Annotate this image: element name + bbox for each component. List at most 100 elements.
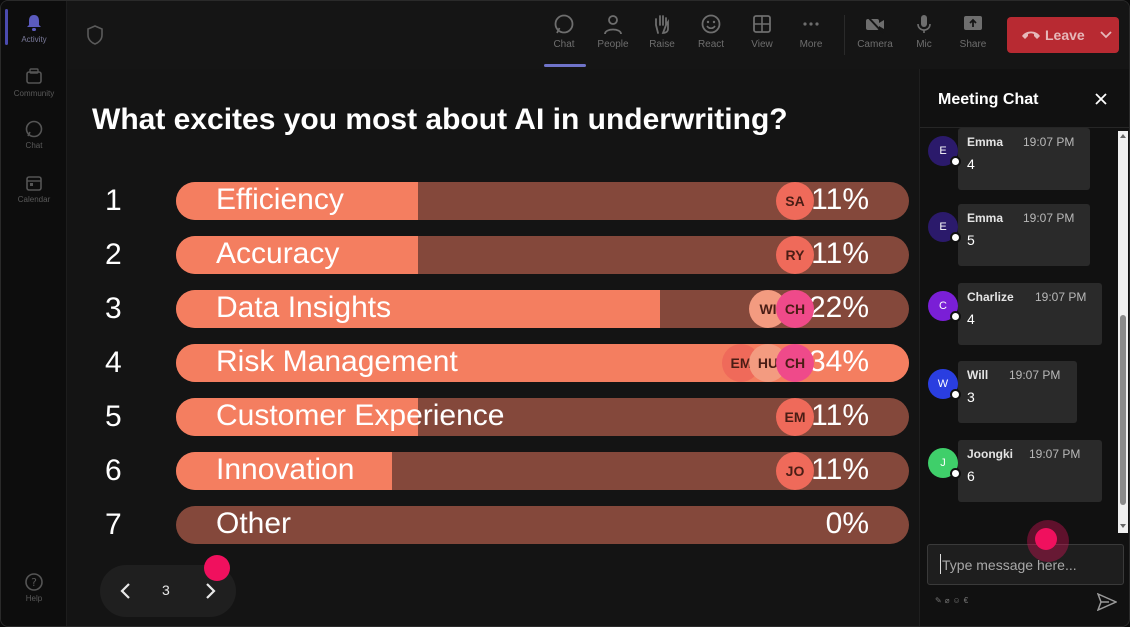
react-button[interactable]: React [689,11,733,61]
format-icon[interactable]: ✎ [935,596,945,605]
rail-active-indicator [5,9,8,45]
hang-up-icon [1022,31,1040,39]
format-toolbar: ✎⌀☺€ [935,596,971,605]
voter-avatar[interactable]: EM [776,398,814,436]
chat-message: Emma 19:07 PM 4 E [928,128,1118,194]
raise-hand-label: Raise [649,39,675,50]
chat-avatar[interactable]: E [928,212,958,242]
emoji-icon[interactable]: ☺ [952,596,964,605]
scroll-down-arrow-icon[interactable] [1120,523,1126,529]
poll-option-percent: 11% [811,399,869,432]
chat-sender-name: Emma [967,211,1004,225]
poll-option-number: 6 [105,454,122,487]
leave-button-label: Leave [1045,27,1085,43]
camera-button-label: Camera [857,39,893,50]
voter-avatar[interactable]: JO [776,452,814,490]
voter-avatar[interactable]: SA [776,182,814,220]
chevron-down-icon[interactable] [1099,29,1113,41]
poll-option-percent: 11% [811,237,869,270]
chat-timestamp: 19:07 PM [1023,135,1075,149]
left-rail: Activity Community Chat Calendar ? Help [1,1,67,626]
attach-icon[interactable]: ⌀ [944,596,953,605]
chat-message-text: 6 [967,468,975,484]
chevron-left-icon[interactable] [118,581,134,601]
voter-avatar[interactable]: CH [776,344,814,382]
poll-option-bar: Customer Experience EM 11% [176,398,909,436]
poll-option-percent: 11% [811,453,869,486]
chat-icon [554,14,574,34]
shield-icon [87,25,103,45]
rail-item-activity[interactable]: Activity [1,13,67,44]
chat-message: Charlize 19:07 PM 4 C [928,283,1118,349]
poll-option-row: 2 Accuracy RY 11% [67,236,919,274]
view-button-label: View [751,39,773,50]
chat-sender-name: Joongki [967,447,1014,461]
meeting-chat-panel: Meeting Chat Emma 19:07 PM 4 E Emma 19:07 PM 5… [919,69,1129,626]
chat-message-text: 3 [967,389,975,405]
chat-message-input[interactable] [927,544,1124,585]
poll-option-label: Accuracy [216,237,340,270]
chat-avatar[interactable]: J [928,448,958,478]
chat-sender-name: Will [967,368,989,382]
view-button[interactable]: View [740,11,784,61]
people-button-label: People [597,39,629,50]
chat-button[interactable]: Chat [542,11,586,61]
rail-item-chat[interactable]: Chat [1,119,67,150]
svg-text:?: ? [31,576,37,589]
voter-avatar[interactable]: RY [776,236,814,274]
chat-message: Joongki 19:07 PM 6 J [928,440,1118,506]
scroll-up-arrow-icon[interactable] [1120,133,1126,139]
leave-button[interactable]: Leave [1007,17,1119,53]
poll-option-percent: 11% [811,183,869,216]
voter-avatar[interactable]: CH [776,290,814,328]
chat-message-bubble: Will 19:07 PM 3 [958,361,1077,423]
chat-timestamp: 19:07 PM [1009,368,1061,382]
rail-item-help[interactable]: ? Help [1,572,67,603]
chat-timestamp: 19:07 PM [1023,211,1075,225]
more-icon [803,22,819,26]
chat-active-indicator [544,64,586,67]
more-button[interactable]: More [789,11,833,61]
close-icon[interactable] [1093,91,1109,107]
chat-message-bubble: Charlize 19:07 PM 4 [958,283,1102,345]
scrollbar-thumb[interactable] [1120,315,1126,505]
poll-question: What excites you most about AI in underw… [92,103,788,136]
chevron-right-icon[interactable] [202,581,218,601]
poll-option-number: 7 [105,508,122,541]
poll-option-row: 6 Innovation JO 11% [67,452,919,490]
poll-option-bar-fill [176,290,660,328]
mic-button[interactable]: Mic [902,11,946,61]
rail-label: Calendar [17,195,51,204]
cursor-indicator [1035,528,1057,550]
poll-option-bar-fill [176,236,418,274]
send-icon[interactable] [1097,593,1117,611]
poll-option-percent: 34% [808,345,869,378]
page-number: 3 [162,582,170,598]
calendar-icon [26,176,42,191]
poll-option-label: Customer Experience [216,399,505,432]
mic-button-label: Mic [916,39,932,50]
rail-label: Chat [25,141,43,150]
camera-off-icon [866,15,884,34]
gif-icon[interactable]: € [963,596,972,605]
chat-message-text: 4 [967,156,975,172]
poll-option-bar: Data Insights WI CH 22% [176,290,909,328]
rail-item-community[interactable]: Community [1,67,67,98]
poll-option-number: 3 [105,292,122,325]
grid-view-icon [753,15,771,33]
rail-item-calendar[interactable]: Calendar [1,173,67,204]
chat-scrollbar[interactable] [1118,131,1128,533]
chat-header-divider [920,127,1129,128]
meeting-toolbar: Chat People Raise React View More Camera [67,1,1129,69]
poll-option-bar-fill [176,452,392,490]
people-button[interactable]: People [591,11,635,61]
share-button[interactable]: Share [951,11,995,61]
raise-hand-button[interactable]: Raise [640,11,684,61]
poll-results-panel: What excites you most about AI in underw… [67,69,919,626]
camera-button[interactable]: Camera [853,11,897,61]
presence-status-icon [950,156,961,167]
rail-label: Help [25,594,43,603]
share-button-label: Share [959,39,987,50]
poll-option-row: 3 Data Insights WI CH 22% [67,290,919,328]
rail-label: Activity [21,35,47,44]
